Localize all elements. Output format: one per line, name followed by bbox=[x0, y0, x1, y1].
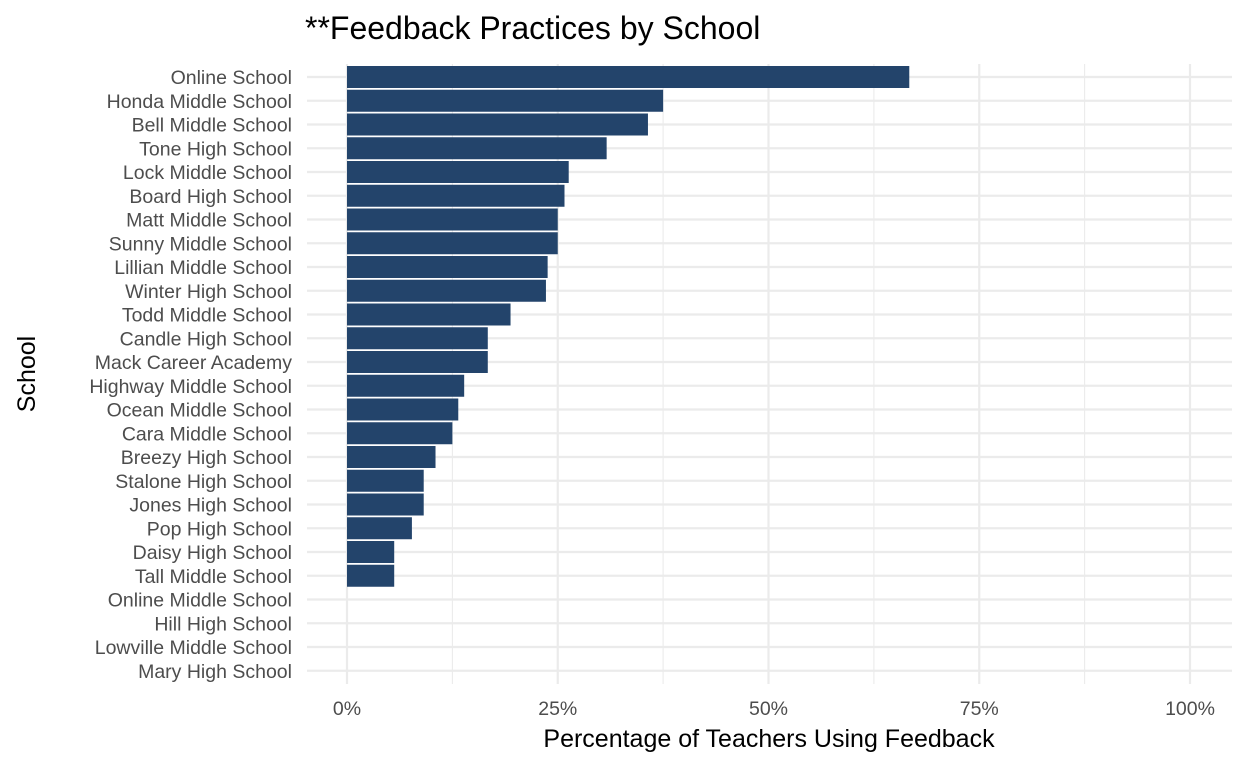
bar bbox=[347, 89, 664, 112]
category-label: Hill High School bbox=[154, 613, 292, 635]
x-tick-labels: 0% 25% 50% 75% 100% bbox=[333, 698, 1215, 720]
category-label: Todd Middle School bbox=[122, 305, 292, 327]
bar bbox=[347, 374, 465, 397]
category-label: Mack Career Academy bbox=[95, 352, 292, 374]
category-label: Tone High School bbox=[139, 138, 292, 160]
bar bbox=[347, 398, 459, 421]
x-tick-label: 100% bbox=[1165, 698, 1215, 720]
category-label: Tall Middle School bbox=[135, 566, 292, 588]
category-label: Winter High School bbox=[125, 281, 292, 303]
bar bbox=[347, 422, 453, 445]
bar bbox=[347, 327, 488, 350]
category-label: Matt Middle School bbox=[126, 210, 292, 232]
chart-title: **Feedback Practices by School bbox=[305, 10, 760, 46]
category-label: Online Middle School bbox=[108, 590, 292, 612]
category-label: Honda Middle School bbox=[107, 91, 292, 113]
category-label: Jones High School bbox=[129, 495, 292, 517]
category-label: Lowville Middle School bbox=[95, 637, 292, 659]
bar bbox=[347, 113, 648, 136]
x-tick-label: 75% bbox=[960, 698, 999, 720]
category-label: Mary High School bbox=[138, 661, 292, 683]
category-label: Stalone High School bbox=[115, 471, 292, 493]
bar bbox=[347, 137, 607, 160]
category-label: Lock Middle School bbox=[123, 162, 292, 184]
category-label: Candle High School bbox=[120, 328, 292, 350]
bar bbox=[347, 184, 565, 207]
y-axis-label: School bbox=[13, 336, 41, 412]
bar bbox=[347, 256, 548, 278]
bar bbox=[347, 564, 395, 587]
bar bbox=[347, 493, 424, 516]
category-label: Ocean Middle School bbox=[107, 400, 292, 422]
category-label: Bell Middle School bbox=[132, 115, 292, 137]
bar bbox=[347, 66, 910, 88]
x-tick-label: 0% bbox=[333, 698, 361, 720]
bar bbox=[347, 351, 488, 373]
bar bbox=[347, 517, 412, 540]
bar bbox=[347, 279, 546, 302]
x-tick-label: 50% bbox=[749, 698, 788, 720]
bar bbox=[347, 161, 569, 183]
category-label: Board High School bbox=[129, 186, 292, 208]
category-label: Breezy High School bbox=[121, 447, 292, 469]
bar bbox=[347, 541, 395, 563]
category-label: Lillian Middle School bbox=[114, 257, 292, 279]
x-tick-label: 25% bbox=[538, 698, 577, 720]
category-label: Pop High School bbox=[147, 518, 292, 540]
bar bbox=[347, 469, 424, 492]
bars bbox=[347, 66, 910, 587]
bar bbox=[347, 303, 511, 326]
bar bbox=[347, 232, 558, 255]
category-label: Cara Middle School bbox=[122, 423, 292, 445]
category-label: Highway Middle School bbox=[89, 376, 292, 398]
x-axis-label: Percentage of Teachers Using Feedback bbox=[543, 725, 995, 753]
category-label: Daisy High School bbox=[133, 542, 292, 564]
bar bbox=[347, 208, 558, 231]
bar bbox=[347, 446, 436, 468]
category-label: Sunny Middle School bbox=[109, 233, 292, 255]
category-label: Online School bbox=[171, 67, 292, 89]
